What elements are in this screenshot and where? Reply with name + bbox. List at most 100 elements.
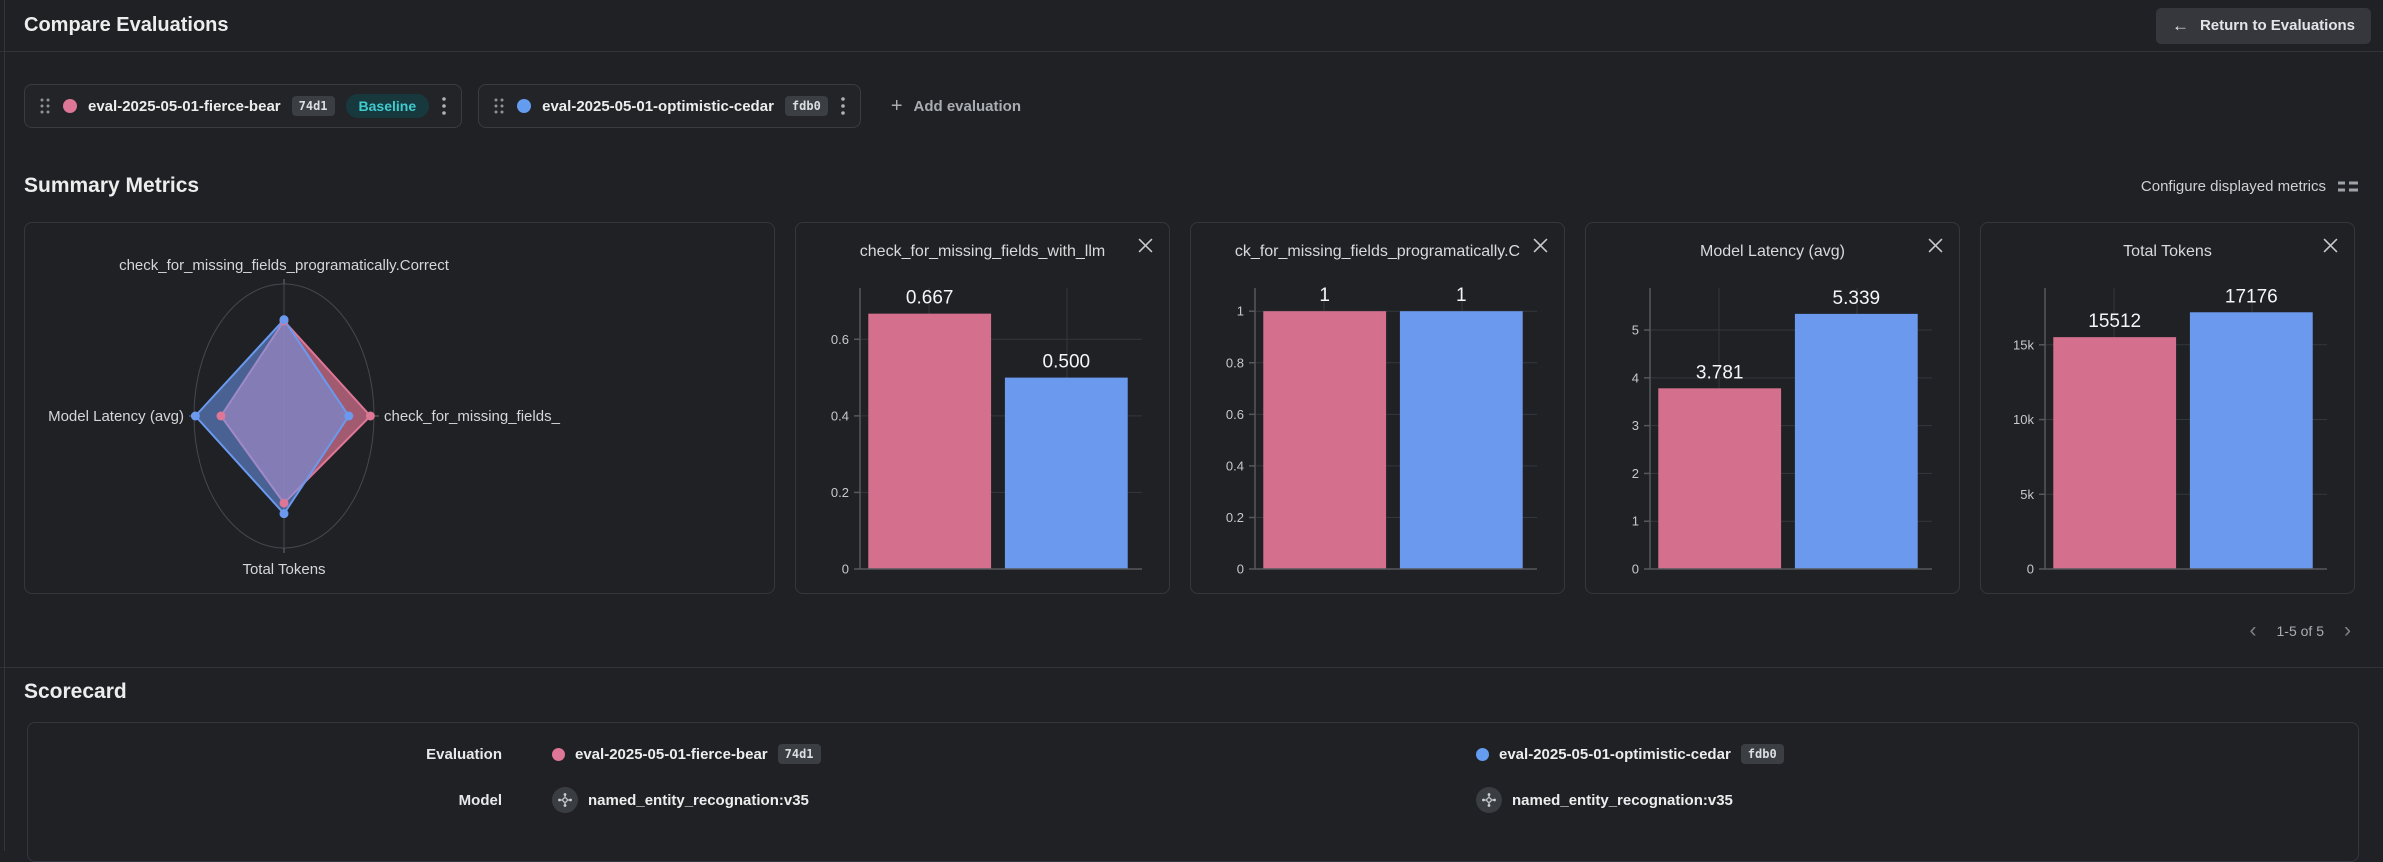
bar-value-label: 3.781	[1696, 362, 1744, 383]
axis-tick-label: 0.2	[1226, 510, 1244, 525]
evaluation-hash-badge: fdb0	[1740, 744, 1784, 764]
axis-tick-label: 0.8	[1226, 355, 1244, 370]
radar-axis-label: Model Latency (avg)	[48, 408, 184, 425]
radar-chart-card: check_for_missing_fields_programatically…	[24, 222, 775, 594]
return-to-evaluations-button[interactable]: ← Return to Evaluations	[2155, 7, 2371, 44]
scorecard-row-label: Model	[458, 791, 502, 809]
kebab-menu-icon	[841, 97, 845, 115]
axis-tick-label: 0	[2027, 562, 2034, 577]
scorecard-evaluation-cell: eval-2025-05-01-fierce-bear 74d1	[502, 744, 1476, 764]
scorecard-title: Scorecard	[24, 680, 127, 703]
add-evaluation-button[interactable]: + Add evaluation	[877, 84, 1035, 128]
scorecard-evaluation-cell: eval-2025-05-01-optimistic-cedar fdb0	[1476, 744, 1784, 764]
bar-value-label: 1	[1456, 285, 1467, 306]
scorecard-model-cell: named_entity_recognation:v35	[1476, 787, 1733, 813]
bar[interactable]	[1658, 388, 1782, 569]
evaluation-hash-badge: fdb0	[784, 96, 828, 116]
bar-value-label: 15512	[2088, 311, 2141, 332]
pagination-next-button[interactable]: ›	[2340, 620, 2355, 641]
bar-value-label: 0.667	[906, 288, 954, 309]
model-glyph-icon	[558, 793, 572, 807]
scorecard-model-cell: named_entity_recognation:v35	[502, 787, 1476, 813]
model-name: named_entity_recognation:v35	[1512, 791, 1733, 809]
section-divider	[0, 667, 2383, 668]
axis-tick-label: 2	[1632, 466, 1639, 481]
bar[interactable]	[1399, 311, 1523, 569]
configure-metrics-icon	[2338, 181, 2358, 191]
summary-metrics-title: Summary Metrics	[24, 174, 200, 197]
drag-handle[interactable]	[492, 96, 506, 116]
close-chart-button[interactable]	[2320, 235, 2341, 256]
bar-chart-card: 0 1 2 3 4 5 3.781 5.339 Model Latency (avg)	[1585, 222, 1960, 594]
bar[interactable]	[2189, 312, 2313, 569]
add-evaluation-label: Add evaluation	[913, 97, 1022, 115]
evaluation-menu-button[interactable]	[839, 95, 847, 117]
bar[interactable]	[1004, 377, 1128, 569]
evaluation-hash-badge: 74d1	[291, 96, 335, 116]
evaluation-color-dot	[517, 99, 532, 113]
bar-chart-card: 0 0.2 0.4 0.6 0.667 0.500 check_for_missing_fi…	[795, 222, 1170, 594]
kebab-menu-icon	[442, 97, 446, 115]
evaluation-name: eval-2025-05-01-fierce-bear	[88, 97, 281, 115]
page-title: Compare Evaluations	[24, 14, 229, 36]
axis-tick-label: 0.6	[1226, 407, 1244, 422]
bar[interactable]	[868, 313, 992, 569]
bar[interactable]	[2053, 337, 2177, 569]
bar-chart: 0 1 2 3 4 5 3.781 5.339	[1632, 288, 1932, 577]
axis-tick-label: 5k	[2020, 487, 2034, 502]
back-arrow-icon: ←	[2171, 15, 2189, 35]
bar-chart-card: 0 0.2 0.4 0.6 0.8 1 1 1 ck_for_missing_fields_pr…	[1190, 222, 1565, 594]
close-icon	[1138, 238, 1153, 253]
evaluation-name: eval-2025-05-01-optimistic-cedar	[1499, 745, 1731, 763]
plus-icon: +	[890, 94, 903, 117]
bar[interactable]	[1263, 311, 1387, 569]
pagination-range-label: 1-5 of 5	[2276, 622, 2324, 639]
radar-chart: check_for_missing_fields_programatically…	[48, 257, 561, 578]
bar-value-label: 1	[1319, 285, 1330, 306]
radar-axis-label: Total Tokens	[242, 561, 325, 578]
close-icon	[2323, 238, 2338, 253]
close-chart-button[interactable]	[1135, 235, 1156, 256]
bar-chart: 0 0.2 0.4 0.6 0.8 1 1 1	[1226, 285, 1537, 577]
axis-tick-label: 10k	[2013, 412, 2034, 427]
axis-tick-label: 1	[1632, 514, 1639, 529]
axis-tick-label: 1	[1237, 304, 1244, 319]
axis-tick-label: 0.6	[831, 332, 849, 347]
radar-axis-label: check_for_missing_fields_	[384, 408, 561, 425]
chart-title: Model Latency (avg)	[1700, 243, 1845, 260]
drag-handle-icon	[40, 98, 50, 114]
drag-handle-icon	[494, 98, 504, 114]
chart-title: check_for_missing_fields_with_llm	[859, 243, 1106, 260]
configure-displayed-metrics-button[interactable]: Configure displayed metrics	[2141, 178, 2359, 195]
scorecard-row-label: Evaluation	[426, 745, 502, 763]
axis-tick-label: 15k	[2013, 337, 2034, 352]
evaluation-hash-badge: 74d1	[777, 744, 821, 764]
chart-title: ck_for_missing_fields_programatically.C	[1234, 243, 1521, 260]
model-glyph-icon	[1482, 793, 1496, 807]
axis-tick-label: 0.2	[831, 485, 849, 500]
close-chart-button[interactable]	[1925, 235, 1946, 256]
evaluations-bar: eval-2025-05-01-fierce-bear 74d1 Baseline e…	[24, 84, 2359, 128]
bar-value-label: 5.339	[1833, 288, 1881, 309]
bar[interactable]	[1794, 313, 1918, 569]
summary-metrics-header: Summary Metrics Configure displayed metr…	[24, 174, 2359, 198]
evaluation-menu-button[interactable]	[440, 95, 448, 117]
bar-chart: 0 0.2 0.4 0.6 0.667 0.500	[831, 288, 1142, 577]
baseline-badge: Baseline	[345, 94, 430, 118]
evaluation-name: eval-2025-05-01-optimistic-cedar	[542, 97, 774, 115]
bar-chart: 0 5k 10k 15k 15512 17176	[2013, 286, 2327, 577]
configure-metrics-label: Configure displayed metrics	[2140, 177, 2326, 195]
return-button-label: Return to Evaluations	[2199, 17, 2355, 34]
close-icon	[1928, 238, 1943, 253]
pagination-prev-button[interactable]: ‹	[2246, 620, 2261, 641]
axis-tick-label: 5	[1632, 323, 1639, 338]
charts-pagination: ‹ 1-5 of 5 ›	[28, 620, 2355, 641]
drag-handle[interactable]	[38, 96, 52, 116]
evaluation-pill: eval-2025-05-01-optimistic-cedar fdb0	[478, 84, 861, 128]
model-name: named_entity_recognation:v35	[588, 791, 809, 809]
evaluation-color-dot	[1476, 747, 1489, 761]
close-chart-button[interactable]	[1530, 235, 1551, 256]
radar-axis-label: check_for_missing_fields_programatically…	[119, 257, 450, 274]
axis-tick-label: 4	[1632, 370, 1639, 385]
evaluation-pill: eval-2025-05-01-fierce-bear 74d1 Baseline	[24, 84, 463, 128]
